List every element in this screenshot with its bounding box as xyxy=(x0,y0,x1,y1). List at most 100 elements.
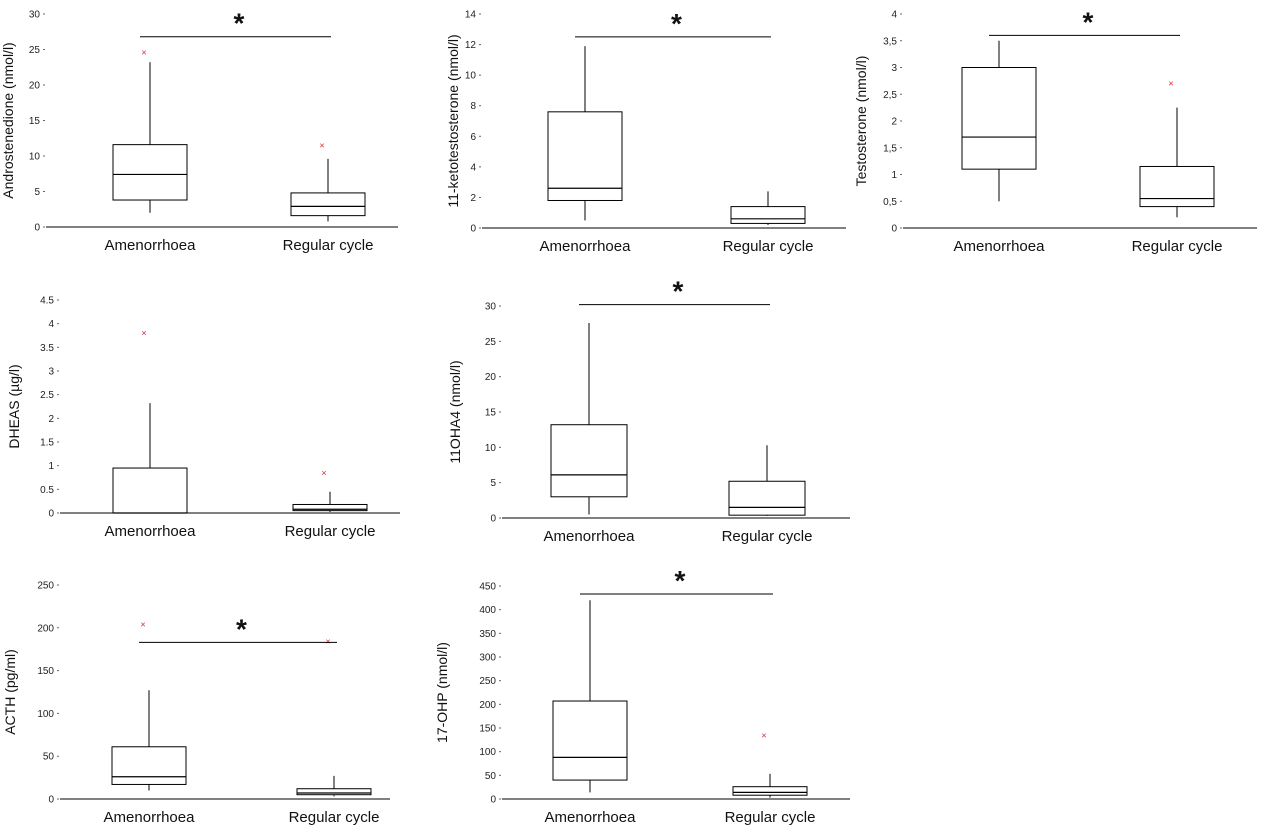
y-tick-label: 3 xyxy=(891,63,897,74)
y-tick-label: 0 xyxy=(48,795,54,806)
y-tick-label: 4 xyxy=(48,319,54,330)
y-axis-label: 17-OHP (nmol/l) xyxy=(434,642,450,743)
y-axis-label: Testosterone (nmol/l) xyxy=(853,56,869,187)
outlier-point: × xyxy=(325,636,330,646)
y-tick-label: 1 xyxy=(48,461,54,472)
box-amenorrhoea xyxy=(552,600,628,793)
y-tick-label: 100 xyxy=(37,709,54,720)
y-tick-label: 0 xyxy=(490,514,496,525)
y-tick-label: 2 xyxy=(48,414,54,425)
y-tick-label: 8 xyxy=(470,101,476,112)
y-tick-label: 4 xyxy=(470,162,476,173)
box-amenorrhoea: × xyxy=(112,328,188,514)
y-tick-label: 3,5 xyxy=(883,36,897,47)
panel-7: 0 50 100 150 200 250 300 350 400 450 17-OHP (nmol/… xyxy=(434,565,850,826)
y-axis-label: Androstenedione (nmol/l) xyxy=(0,42,16,198)
y-axis-label: ACTH (pg/ml) xyxy=(2,649,18,735)
interquartile-box xyxy=(730,206,806,224)
y-axis-label: DHEAS (µg/l) xyxy=(6,364,22,448)
category-label: Regular cycle xyxy=(283,237,374,254)
y-tick-label: 20 xyxy=(29,81,41,92)
outlier-point: × xyxy=(319,140,324,150)
interquartile-box xyxy=(552,700,628,781)
y-tick-label: 25 xyxy=(29,45,41,56)
y-axis-label: 11OHA4 (nmol/l) xyxy=(447,360,463,463)
y-tick-label: 0 xyxy=(490,795,496,806)
y-tick-label: 400 xyxy=(479,605,496,616)
y-tick-label: 0.5 xyxy=(40,485,54,496)
panel-4: 0 0.5 1 1.5 2 2.5 3 3.5 4 4.5 DHEAS (µg/l) Amenorrh… xyxy=(6,296,400,540)
y-tick-label: 14 xyxy=(465,10,477,21)
y-tick-label: 2.5 xyxy=(40,390,54,401)
box-regular-cycle xyxy=(728,445,806,516)
box-amenorrhoea xyxy=(550,322,628,515)
y-tick-label: 2 xyxy=(470,193,476,204)
y-tick-label: 2 xyxy=(891,117,897,128)
outlier-point: × xyxy=(321,468,326,478)
y-tick-label: 30 xyxy=(29,10,41,21)
y-tick-label: 350 xyxy=(479,629,496,640)
box-amenorrhoea xyxy=(547,46,623,221)
y-tick-label: 15 xyxy=(29,116,41,127)
y-tick-label: 150 xyxy=(479,724,496,735)
y-tick-label: 300 xyxy=(479,653,496,664)
box-amenorrhoea xyxy=(961,40,1037,202)
y-tick-label: 4.5 xyxy=(40,296,54,307)
y-tick-label: 6 xyxy=(470,132,476,143)
y-axis-label: 11-ketotestosterone (nmol/l) xyxy=(445,34,461,207)
interquartile-box xyxy=(550,424,628,498)
y-tick-label: 50 xyxy=(43,752,55,763)
y-tick-label: 20 xyxy=(485,372,497,383)
interquartile-box xyxy=(112,144,188,201)
panel-6: 0 50 100 150 200 250 ACTH (pg/ml) Amenorrhoea Re… xyxy=(2,581,390,826)
y-tick-label: 1.5 xyxy=(40,438,54,449)
box-regular-cycle: × xyxy=(732,731,808,798)
category-label: Regular cycle xyxy=(722,528,813,545)
interquartile-box xyxy=(292,503,368,512)
category-label: Regular cycle xyxy=(1132,238,1223,255)
category-label: Regular cycle xyxy=(725,809,816,826)
y-tick-label: 100 xyxy=(479,747,496,758)
outlier-point: × xyxy=(141,47,146,57)
y-tick-label: 4 xyxy=(891,10,897,21)
y-tick-label: 5 xyxy=(34,187,40,198)
y-tick-label: 10 xyxy=(29,152,41,163)
category-label: Amenorrhoea xyxy=(104,809,196,826)
category-label: Amenorrhoea xyxy=(105,523,197,540)
y-tick-label: 0 xyxy=(48,509,54,520)
significance-star: * xyxy=(234,8,245,39)
y-tick-label: 10 xyxy=(465,71,477,82)
box-regular-cycle xyxy=(730,191,806,225)
significance-star: * xyxy=(671,8,682,39)
box-regular-cycle: × xyxy=(292,468,368,513)
panel-2: 0 2 4 6 8 10 12 14 11-ketotestosterone (nmol/l) A… xyxy=(445,8,846,255)
interquartile-box xyxy=(728,480,806,516)
interquartile-box xyxy=(732,786,808,796)
category-label: Amenorrhoea xyxy=(954,238,1046,255)
category-label: Amenorrhoea xyxy=(544,528,636,545)
y-tick-label: 450 xyxy=(479,582,496,593)
interquartile-box xyxy=(1139,165,1215,208)
panel-5: 0 5 10 15 20 25 30 11OHA4 (nmol/l) Amenorrhoea Re… xyxy=(447,276,850,545)
y-tick-label: 0 xyxy=(34,223,40,234)
y-tick-label: 3.5 xyxy=(40,343,54,354)
interquartile-box xyxy=(547,111,623,201)
y-tick-label: 200 xyxy=(37,623,54,634)
box-amenorrhoea: × xyxy=(112,47,188,213)
y-tick-label: 250 xyxy=(479,676,496,687)
outlier-point: × xyxy=(140,619,145,629)
box-amenorrhoea: × xyxy=(111,619,187,791)
y-tick-label: 0,5 xyxy=(883,197,897,208)
y-tick-label: 0 xyxy=(891,224,897,235)
y-tick-label: 0 xyxy=(470,224,476,235)
y-tick-label: 250 xyxy=(37,581,54,592)
category-label: Amenorrhoea xyxy=(545,809,637,826)
significance-star: * xyxy=(1083,6,1094,37)
y-tick-label: 10 xyxy=(485,443,497,454)
y-tick-label: 15 xyxy=(485,408,497,419)
y-tick-label: 200 xyxy=(479,700,496,711)
y-tick-label: 25 xyxy=(485,337,497,348)
y-tick-label: 150 xyxy=(37,666,54,677)
panel-1: 0 5 10 15 20 25 30 Androstenedione (nmol/l) Amen… xyxy=(0,8,398,254)
y-tick-label: 1,5 xyxy=(883,143,897,154)
